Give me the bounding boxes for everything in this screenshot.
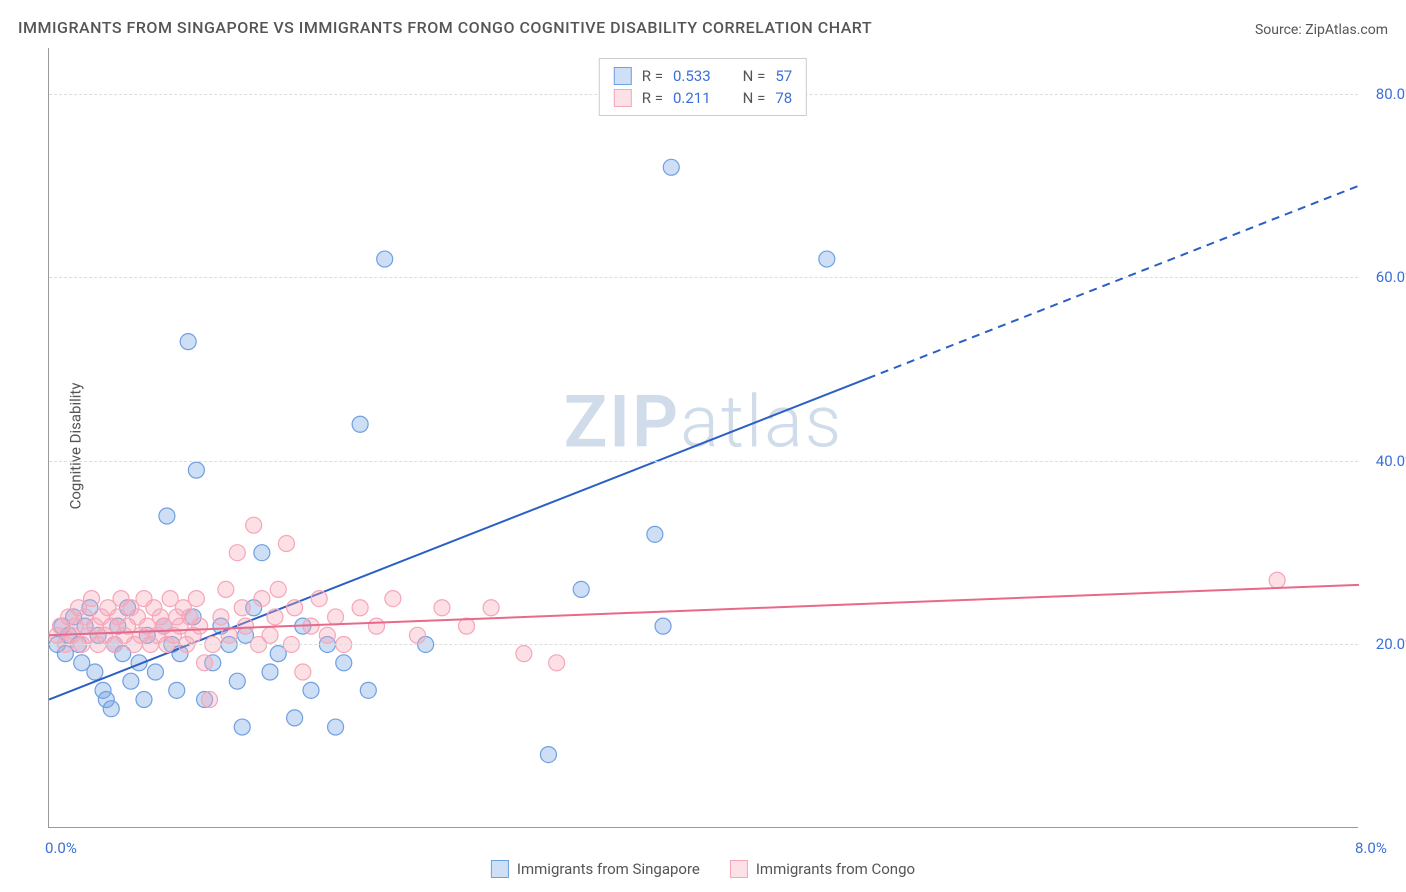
chart-title: IMMIGRANTS FROM SINGAPORE VS IMMIGRANTS … bbox=[18, 18, 872, 37]
scatter-point bbox=[169, 682, 185, 698]
scatter-point bbox=[238, 618, 254, 634]
scatter-point bbox=[267, 609, 283, 625]
scatter-point bbox=[311, 591, 327, 607]
legend-r-value: 0.211 bbox=[673, 89, 711, 107]
scatter-point bbox=[409, 627, 425, 643]
scatter-point bbox=[287, 710, 303, 726]
scatter-point bbox=[360, 682, 376, 698]
scatter-point bbox=[369, 618, 385, 634]
legend-swatch bbox=[614, 89, 632, 107]
scatter-point bbox=[352, 600, 368, 616]
scatter-point bbox=[136, 692, 152, 708]
scatter-point bbox=[1269, 572, 1285, 588]
scatter-point bbox=[84, 591, 100, 607]
scatter-point bbox=[573, 581, 589, 597]
scatter-point bbox=[254, 545, 270, 561]
scatter-point bbox=[221, 627, 237, 643]
legend-series-label: Immigrants from Congo bbox=[756, 860, 915, 878]
scatter-point bbox=[278, 536, 294, 552]
scatter-point bbox=[328, 609, 344, 625]
scatter-point bbox=[516, 646, 532, 662]
gridline bbox=[49, 277, 1358, 278]
scatter-point bbox=[87, 664, 103, 680]
scatter-point bbox=[352, 416, 368, 432]
gridline bbox=[49, 461, 1358, 462]
scatter-plot-svg bbox=[49, 48, 1358, 827]
scatter-point bbox=[147, 664, 163, 680]
scatter-point bbox=[385, 591, 401, 607]
scatter-point bbox=[434, 600, 450, 616]
scatter-point bbox=[234, 719, 250, 735]
x-tick-label: 8.0% bbox=[1355, 839, 1387, 857]
legend-row: R = 0.533 N = 57 bbox=[614, 65, 792, 87]
scatter-point bbox=[328, 719, 344, 735]
legend-r-label: R = bbox=[642, 67, 663, 85]
scatter-point bbox=[123, 673, 139, 689]
scatter-point bbox=[270, 581, 286, 597]
y-tick-label: 80.0% bbox=[1376, 85, 1406, 103]
scatter-point bbox=[188, 591, 204, 607]
legend-swatch bbox=[614, 67, 632, 85]
legend-r-label: R = bbox=[642, 89, 663, 107]
y-tick-label: 20.0% bbox=[1376, 635, 1406, 653]
scatter-point bbox=[262, 664, 278, 680]
chart-container: IMMIGRANTS FROM SINGAPORE VS IMMIGRANTS … bbox=[0, 0, 1406, 892]
y-tick-label: 60.0% bbox=[1376, 268, 1406, 286]
legend-n-value: 57 bbox=[775, 67, 792, 85]
scatter-point bbox=[262, 627, 278, 643]
legend-r-value: 0.533 bbox=[673, 67, 711, 85]
source-attribution: Source: ZipAtlas.com bbox=[1255, 22, 1388, 38]
gridline bbox=[49, 644, 1358, 645]
scatter-point bbox=[303, 682, 319, 698]
scatter-point bbox=[319, 627, 335, 643]
scatter-point bbox=[295, 664, 311, 680]
scatter-point bbox=[336, 655, 352, 671]
legend-swatch bbox=[730, 860, 748, 878]
scatter-point bbox=[188, 462, 204, 478]
legend-n-value: 78 bbox=[775, 89, 792, 107]
scatter-point bbox=[229, 673, 245, 689]
scatter-point bbox=[234, 600, 250, 616]
scatter-point bbox=[213, 609, 229, 625]
scatter-point bbox=[647, 526, 663, 542]
scatter-point bbox=[201, 692, 217, 708]
x-tick-label: 0.0% bbox=[45, 839, 77, 857]
scatter-point bbox=[287, 600, 303, 616]
correlation-legend: R = 0.533 N = 57 R = 0.211 N = 78 bbox=[599, 58, 807, 116]
y-tick-label: 40.0% bbox=[1376, 452, 1406, 470]
scatter-point bbox=[192, 618, 208, 634]
scatter-point bbox=[663, 159, 679, 175]
scatter-point bbox=[549, 655, 565, 671]
legend-series-label: Immigrants from Singapore bbox=[517, 860, 700, 878]
scatter-point bbox=[159, 508, 175, 524]
scatter-point bbox=[180, 334, 196, 350]
scatter-point bbox=[483, 600, 499, 616]
legend-swatch bbox=[491, 860, 509, 878]
series-legend: Immigrants from Singapore Immigrants from… bbox=[491, 860, 915, 878]
scatter-point bbox=[254, 591, 270, 607]
legend-series-item: Immigrants from Congo bbox=[730, 860, 915, 878]
scatter-point bbox=[103, 701, 119, 717]
scatter-point bbox=[459, 618, 475, 634]
legend-series-item: Immigrants from Singapore bbox=[491, 860, 700, 878]
scatter-point bbox=[540, 747, 556, 763]
plot-area: ZIPatlas 20.0%40.0%60.0%80.0%0.0%8.0% bbox=[48, 48, 1358, 828]
trend-line-dashed bbox=[868, 186, 1359, 379]
scatter-point bbox=[819, 251, 835, 267]
scatter-point bbox=[229, 545, 245, 561]
legend-row: R = 0.211 N = 78 bbox=[614, 87, 792, 109]
scatter-point bbox=[218, 581, 234, 597]
legend-n-label: N = bbox=[743, 67, 766, 85]
scatter-point bbox=[377, 251, 393, 267]
legend-n-label: N = bbox=[743, 89, 766, 107]
scatter-point bbox=[655, 618, 671, 634]
scatter-point bbox=[246, 517, 262, 533]
scatter-point bbox=[197, 655, 213, 671]
